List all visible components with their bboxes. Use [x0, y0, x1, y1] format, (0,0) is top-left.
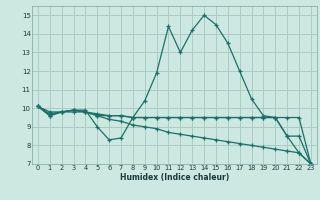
X-axis label: Humidex (Indice chaleur): Humidex (Indice chaleur) — [120, 173, 229, 182]
